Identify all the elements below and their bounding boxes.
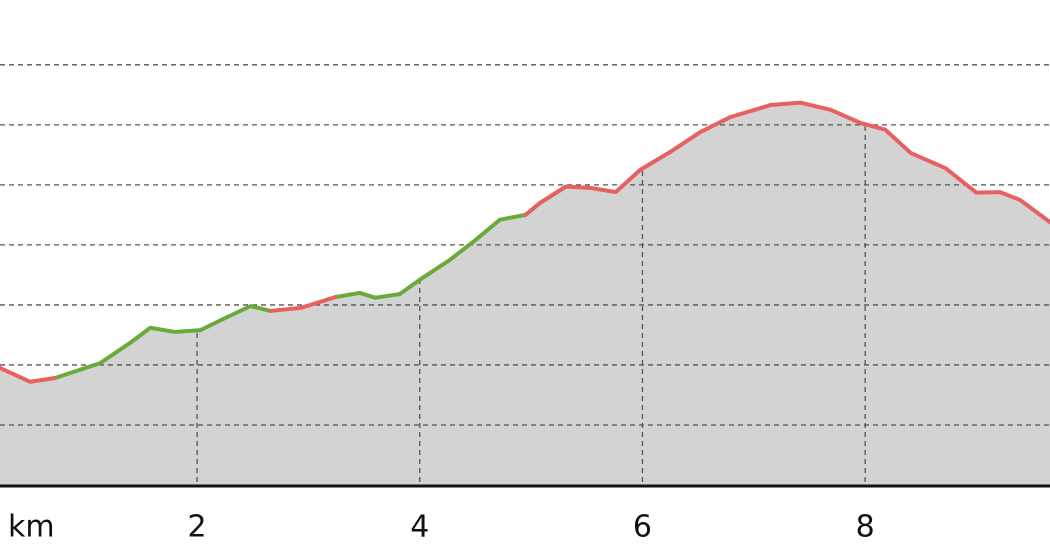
grid-layer: [0, 64, 1050, 426]
profile-segment: [523, 100, 1050, 225]
x-tick-label: 4: [410, 510, 429, 545]
fill-layer: [0, 102, 1050, 485]
profile-segment: [268, 295, 338, 313]
x-tick-label: 6: [633, 510, 652, 545]
x-tick-label: 8: [856, 510, 875, 545]
profile-segment: [0, 365, 57, 384]
x-tick-label: 2: [188, 510, 207, 545]
line-layer: [0, 100, 1050, 384]
elevation-area: [0, 102, 1050, 485]
x-axis-label: km: [8, 510, 55, 545]
profile-segment: [52, 304, 273, 381]
